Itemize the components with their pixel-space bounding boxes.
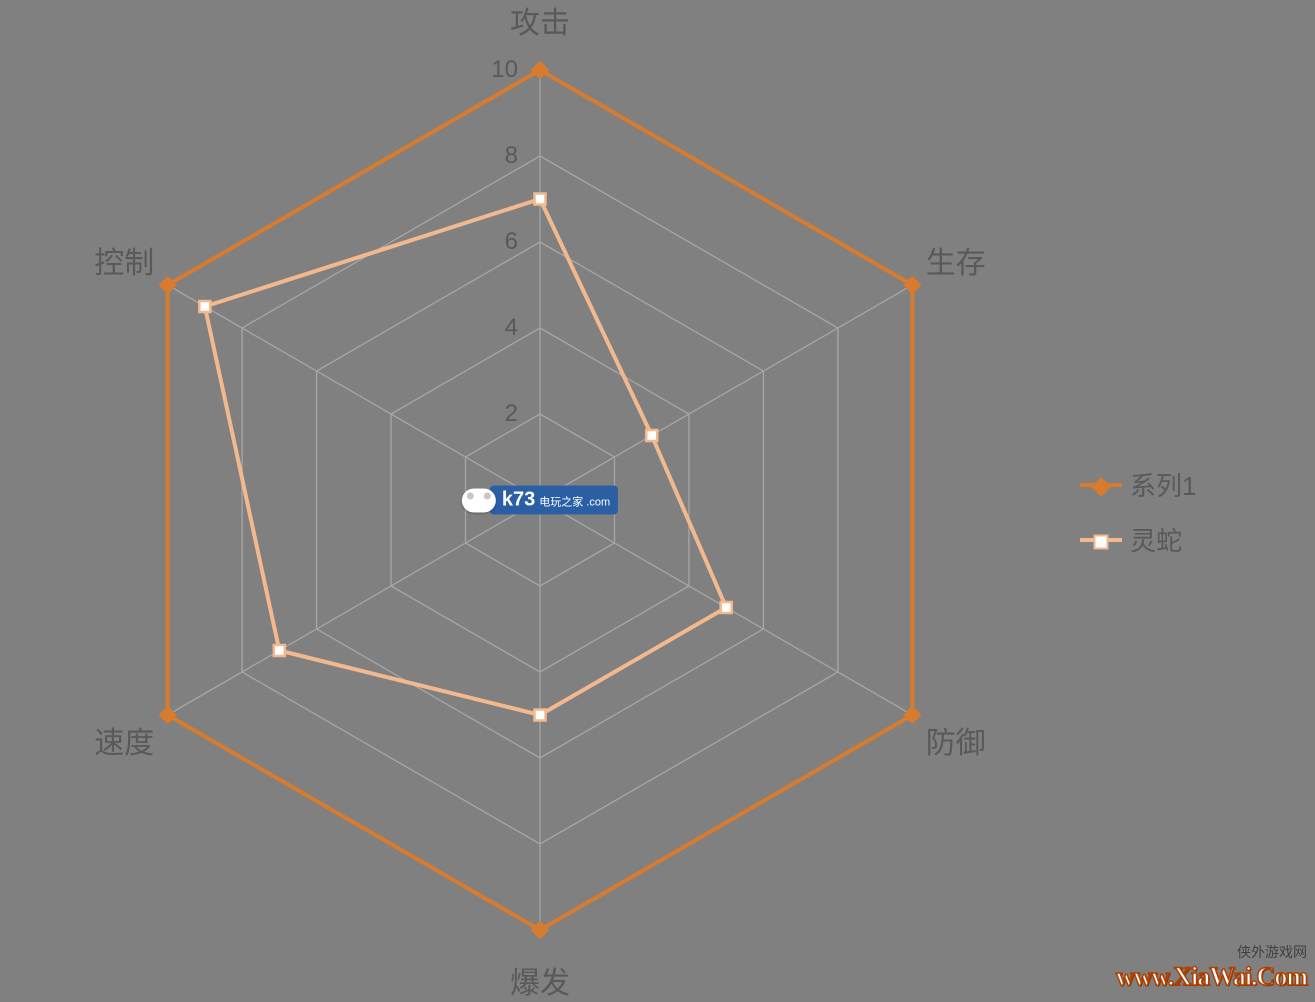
- corner-watermark-url: www.XiaWai.Com: [1116, 962, 1307, 992]
- corner-watermark-label: 侠外游戏网: [1116, 942, 1307, 962]
- grid-spoke: [168, 500, 540, 715]
- series-marker: [646, 430, 657, 441]
- tick-label: 2: [505, 400, 518, 428]
- series-marker: [535, 710, 546, 721]
- legend-line: [1080, 483, 1122, 487]
- legend-label: 灵蛇: [1130, 521, 1182, 558]
- center-badge-text: k73: [502, 489, 535, 512]
- tick-label: 10: [491, 56, 518, 84]
- series-marker: [159, 707, 176, 724]
- legend-marker: [1094, 534, 1109, 549]
- tick-label: 8: [505, 142, 518, 170]
- center-watermark-badge: k73 电玩之家 .com: [462, 486, 618, 515]
- axis-label: 爆发: [510, 958, 570, 1002]
- series-marker: [904, 707, 921, 724]
- axis-label: 生存: [926, 238, 986, 282]
- axis-label: 防御: [926, 718, 986, 762]
- tick-label: 6: [505, 228, 518, 256]
- legend-item: 灵蛇: [1080, 521, 1196, 558]
- legend-line: [1080, 538, 1122, 542]
- series-marker: [904, 277, 921, 294]
- axis-label: 攻击: [510, 0, 570, 42]
- radar-chart-container: 攻击生存防御爆发速度控制 0246810 系列1灵蛇 k73 电玩之家 .com…: [0, 0, 1315, 998]
- corner-watermark: 侠外游戏网 www.XiaWai.Com: [1116, 942, 1307, 992]
- legend-item: 系列1: [1080, 466, 1196, 503]
- series-marker: [532, 62, 549, 79]
- axis-label: 控制: [94, 238, 154, 282]
- series-marker: [159, 277, 176, 294]
- series-marker: [532, 922, 549, 939]
- series-marker: [274, 645, 285, 656]
- legend-marker: [1091, 477, 1111, 497]
- series-marker: [721, 602, 732, 613]
- legend-label: 系列1: [1130, 466, 1196, 503]
- series-marker: [535, 194, 546, 205]
- center-badge-subtext: 电玩之家 .com: [539, 494, 610, 510]
- series-marker: [199, 301, 210, 312]
- legend: 系列1 灵蛇: [1080, 460, 1196, 576]
- axis-label: 速度: [94, 718, 154, 762]
- gamepad-icon: [462, 488, 496, 512]
- tick-label: 4: [505, 314, 518, 342]
